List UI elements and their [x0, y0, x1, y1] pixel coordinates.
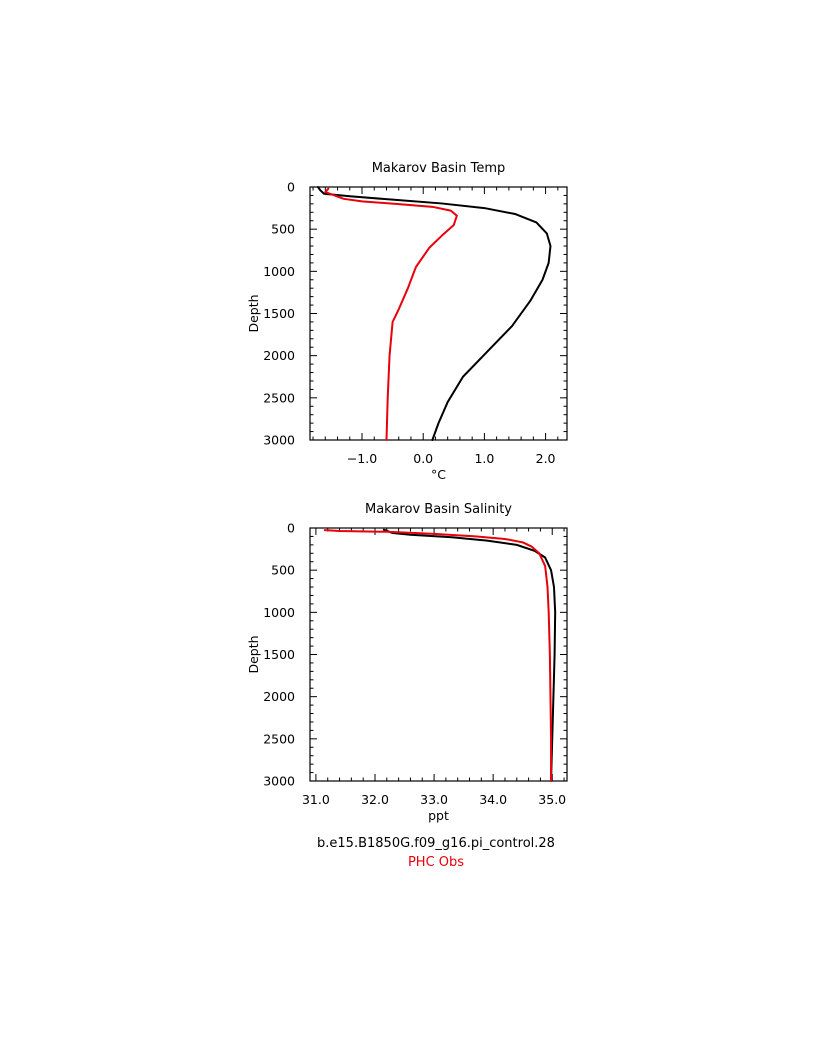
x-tick-label: 31.0: [302, 792, 330, 807]
chart-panel-temp: Makarov Basin Temp 0 500 1000 1500 2000 2500 30…: [246, 161, 568, 482]
y-tick-label: 1000: [263, 605, 295, 620]
x-tick-label: 1.0: [474, 451, 494, 466]
plot-frame: [309, 527, 568, 782]
chart-panel-salinity: Makarov Basin Salinity 0 500 1000 1500 2000 25…: [246, 502, 568, 823]
legend-obs-label: PHC Obs: [407, 855, 465, 870]
y-tick-label: 500: [271, 222, 295, 237]
y-tick-label: 500: [271, 563, 295, 578]
y-tick-label: 0: [287, 521, 295, 536]
plot-frame: [309, 186, 568, 441]
x-tick-label: 35.0: [538, 792, 566, 807]
y-tick-label: 2500: [263, 731, 295, 746]
x-tick-label: 32.0: [361, 792, 389, 807]
y-tick-label: 2000: [263, 689, 295, 704]
y-tick-label: 1500: [263, 306, 295, 321]
obs-profile-line: [323, 529, 553, 782]
y-axis-label: Depth: [246, 635, 261, 673]
chart-title: Makarov Basin Salinity: [365, 502, 512, 517]
y-tick-label: 1000: [263, 264, 295, 279]
y-tick-label: 1500: [263, 647, 295, 662]
model-profile-line: [316, 186, 552, 441]
chart-title: Makarov Basin Temp: [372, 161, 506, 176]
legend-model-label: b.e15.B1850G.f09_g16.pi_control.28: [317, 836, 555, 851]
y-tick-label: 2500: [263, 390, 295, 405]
x-tick-label: 34.0: [479, 792, 507, 807]
x-tick-label: 2.0: [536, 451, 556, 466]
y-tick-label: 0: [287, 180, 295, 195]
y-tick-label: 2000: [263, 348, 295, 363]
x-tick-label: −1.0: [347, 451, 377, 466]
x-tick-label: 0.0: [413, 451, 433, 466]
obs-profile-line: [324, 187, 458, 441]
x-axis-label: ppt: [428, 808, 449, 823]
y-axis-label: Depth: [246, 294, 261, 332]
x-tick-label: 33.0: [420, 792, 448, 807]
model-profile-line: [382, 528, 557, 782]
y-tick-label: 3000: [263, 433, 295, 448]
x-axis-label: °C: [431, 467, 446, 482]
y-tick-label: 3000: [263, 774, 295, 789]
